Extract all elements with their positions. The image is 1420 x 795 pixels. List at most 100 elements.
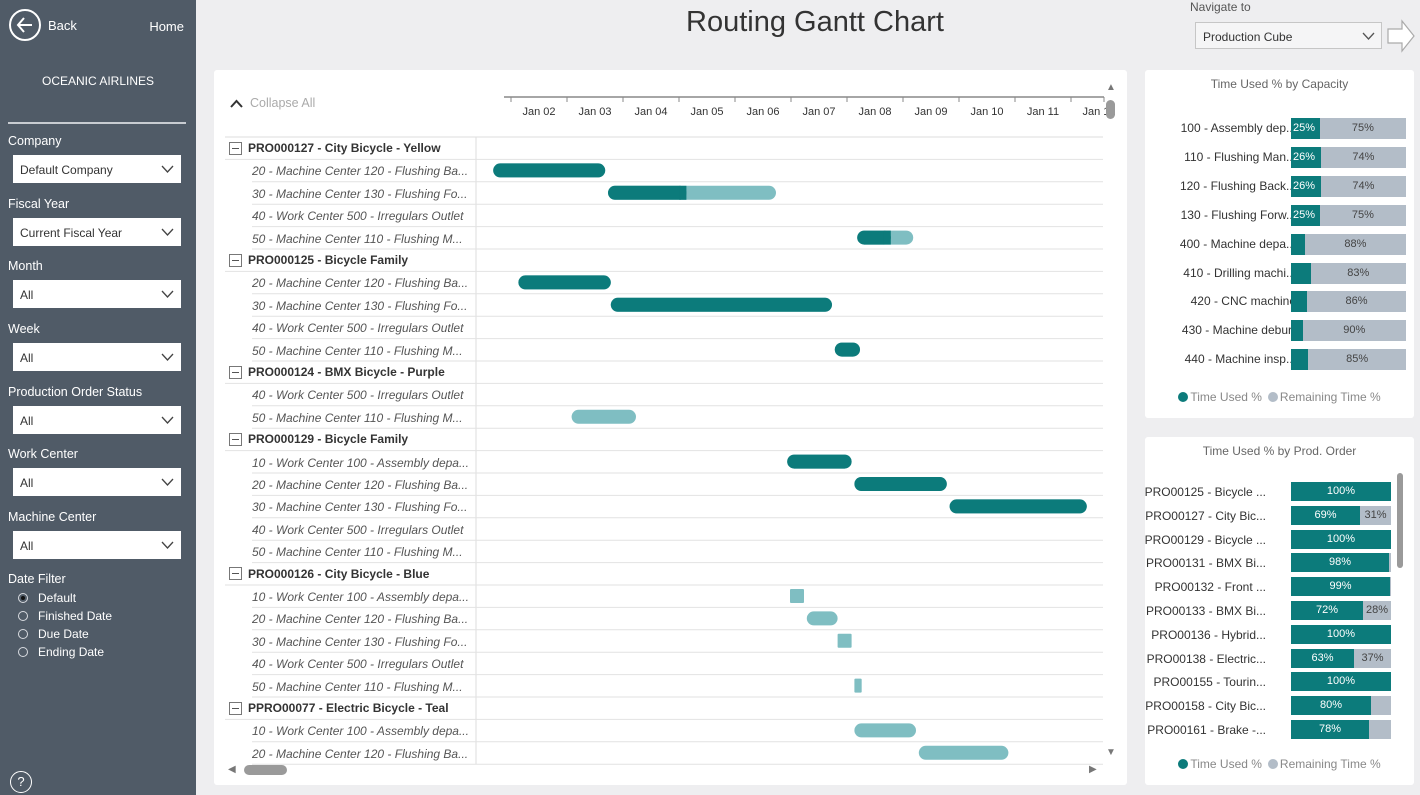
filter-select[interactable]: All: [13, 406, 181, 434]
back-button[interactable]: Back: [9, 9, 77, 41]
help-icon[interactable]: ?: [10, 771, 32, 793]
scroll-down-arrow[interactable]: ▼: [1106, 747, 1116, 758]
gantt-group-row[interactable]: PRO000124 - BMX Bicycle - Purple: [225, 361, 476, 383]
radio-button-icon: [18, 647, 28, 657]
prod-order-bar[interactable]: 78%: [1291, 720, 1391, 739]
collapse-icon[interactable]: [229, 701, 242, 715]
chevron-down-icon: [161, 353, 174, 361]
capacity-bar[interactable]: 90%: [1291, 320, 1406, 342]
capacity-bar[interactable]: 88%: [1291, 233, 1406, 255]
capacity-label: 420 - CNC machine: [1190, 294, 1296, 309]
timeline-date-label: Jan 04: [634, 106, 667, 118]
scroll-up-arrow[interactable]: ▲: [1106, 82, 1116, 93]
filter-select[interactable]: All: [13, 280, 181, 308]
prod-order-bar[interactable]: 100%: [1291, 482, 1391, 501]
filter-select[interactable]: All: [13, 343, 181, 371]
filter-label: Company: [8, 134, 62, 148]
gantt-bar-used[interactable]: [610, 297, 832, 312]
gantt-group-row[interactable]: PRO000125 - Bicycle Family: [225, 249, 476, 271]
capacity-bar[interactable]: 85%: [1291, 349, 1406, 371]
scroll-left-arrow[interactable]: ◀: [228, 764, 236, 775]
gantt-bar-remaining[interactable]: [854, 678, 862, 693]
vertical-scrollbar-thumb[interactable]: [1106, 100, 1115, 119]
collapse-icon[interactable]: [229, 365, 242, 379]
prod-order-bar-used: 80%: [1291, 696, 1371, 716]
gantt-bar-remaining[interactable]: [571, 409, 636, 424]
chevron-down-icon: [161, 228, 174, 236]
horizontal-scrollbar-thumb[interactable]: [244, 765, 287, 775]
filter-select[interactable]: All: [13, 468, 181, 496]
date-filter-radio[interactable]: Due Date: [18, 627, 89, 641]
prod-order-bar[interactable]: 63% 37%: [1291, 648, 1391, 668]
prod-order-bar[interactable]: 100%: [1291, 529, 1391, 549]
gantt-bar-remaining[interactable]: [854, 723, 916, 738]
gantt-bar-used[interactable]: [949, 499, 1087, 514]
gantt-bar-used[interactable]: [787, 454, 852, 469]
prod-order-bar[interactable]: 99%: [1291, 577, 1391, 597]
prod-order-bar[interactable]: 72% 28%: [1291, 601, 1391, 620]
gantt-bar-remaining[interactable]: [790, 589, 804, 603]
capacity-bar-used: 25%: [1291, 204, 1320, 226]
gantt-bar-used[interactable]: [518, 275, 611, 290]
legend-used-label: Time Used %: [1190, 390, 1262, 404]
prod-order-scrollbar[interactable]: [1397, 473, 1403, 568]
filter-value: Current Fiscal Year: [20, 226, 123, 240]
gantt-bar-used[interactable]: [834, 342, 860, 357]
filter-select[interactable]: Default Company: [13, 155, 181, 183]
gantt-bar-remaining[interactable]: [806, 611, 838, 626]
collapse-icon[interactable]: [229, 432, 242, 446]
capacity-bar[interactable]: 26% 74%: [1291, 175, 1406, 197]
capacity-bar-remaining: 74%: [1352, 179, 1375, 192]
prod-order-bar[interactable]: 80%: [1291, 696, 1391, 716]
gantt-operation-row: 40 - Work Center 500 - Irregulars Outlet: [252, 657, 464, 672]
prod-order-bar[interactable]: 98%: [1291, 553, 1391, 573]
collapse-icon[interactable]: [229, 253, 242, 267]
gantt-operation-row: 10 - Work Center 100 - Assembly depa...: [252, 455, 469, 470]
capacity-bar[interactable]: 25% 75%: [1291, 118, 1406, 139]
prod-order-bar-remaining: [1371, 696, 1391, 715]
gantt-bar-remaining[interactable]: [918, 745, 1009, 760]
navigate-select[interactable]: Production Cube: [1195, 22, 1382, 49]
gantt-bar-used[interactable]: [854, 477, 947, 491]
date-filter-radio[interactable]: Finished Date: [18, 609, 112, 623]
gantt-bar-used[interactable]: [608, 185, 687, 200]
group-label: PRO000129 - Bicycle Family: [248, 432, 409, 447]
prod-order-bar-used: 100%: [1291, 672, 1391, 692]
capacity-label: 100 - Assembly dep...: [1180, 121, 1296, 135]
sidebar: Back Home OCEANIC AIRLINES Company Defaul…: [0, 0, 196, 795]
collapse-icon[interactable]: [229, 567, 242, 581]
gantt-group-row[interactable]: PRO000126 - City Bicycle - Blue: [225, 563, 476, 585]
prod-order-bar[interactable]: 100%: [1291, 672, 1391, 692]
prod-order-bar[interactable]: 100%: [1291, 624, 1391, 644]
capacity-bar-used: 25%: [1291, 118, 1320, 139]
gantt-operation-row: 40 - Work Center 500 - Irregulars Outlet: [252, 209, 464, 224]
collapse-icon[interactable]: [229, 141, 242, 155]
home-button[interactable]: Home: [149, 19, 184, 34]
filter-value: All: [20, 351, 34, 365]
capacity-bar[interactable]: 86%: [1291, 291, 1406, 313]
capacity-bar-remaining: 88%: [1344, 237, 1367, 250]
gantt-group-row[interactable]: PRO000127 - City Bicycle - Yellow: [225, 137, 476, 159]
navigate-arrow-icon[interactable]: [1386, 19, 1416, 53]
collapse-all-button[interactable]: Collapse All: [230, 96, 315, 110]
date-filter-radio[interactable]: Ending Date: [18, 645, 104, 659]
gantt-bar-used[interactable]: [857, 230, 891, 245]
capacity-bar-remaining: 85%: [1346, 353, 1369, 366]
gantt-group-row[interactable]: PRO000129 - Bicycle Family: [225, 428, 476, 450]
capacity-bar[interactable]: 83%: [1291, 262, 1406, 284]
group-label: PRO000126 - City Bicycle - Blue: [248, 566, 430, 581]
prod-order-bar[interactable]: 69% 31%: [1291, 505, 1391, 525]
capacity-bar-remaining: 75%: [1351, 208, 1374, 221]
gantt-bar-used[interactable]: [493, 163, 606, 178]
capacity-bar[interactable]: 26% 74%: [1291, 146, 1406, 168]
prod-order-label: PRO00125 - Bicycle ...: [1144, 485, 1266, 499]
scroll-right-arrow[interactable]: ▶: [1089, 764, 1097, 775]
capacity-bar[interactable]: 25% 75%: [1291, 204, 1406, 226]
gantt-bar-remaining[interactable]: [837, 633, 852, 648]
date-filter-radio[interactable]: Default: [18, 591, 76, 605]
filter-select[interactable]: All: [13, 531, 181, 559]
filter-select[interactable]: Current Fiscal Year: [13, 218, 181, 246]
gantt-group-row[interactable]: PPRO00077 - Electric Bicycle - Teal: [225, 697, 476, 719]
filter-label: Week: [8, 322, 40, 336]
filter-value: All: [20, 476, 34, 490]
